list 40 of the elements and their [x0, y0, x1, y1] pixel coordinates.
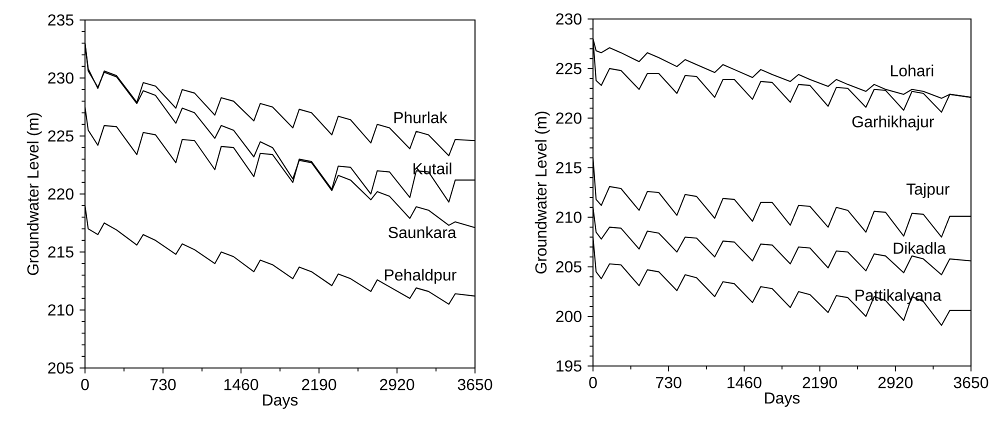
y-tick-label: 230 — [556, 13, 582, 25]
y-tick-label: 220 — [556, 112, 582, 124]
x-axis-title: Days — [263, 394, 298, 409]
series-label: Garhikhajur — [852, 116, 934, 131]
y-tick-label: 200 — [556, 310, 582, 322]
series-label: Kutail — [414, 162, 452, 174]
series-label: Pattikalyana — [856, 289, 942, 304]
series-label: Phurlak — [394, 112, 448, 124]
x-tick-label: 2190 — [302, 378, 336, 390]
x-tick-label: 1460 — [224, 378, 258, 390]
y-tick-label: 205 — [556, 261, 582, 272]
x-tick-label: 0 — [81, 378, 89, 390]
x-tick-label: 3650 — [954, 376, 988, 388]
y-tick-label: 225 — [556, 62, 582, 74]
series-label: Dikadla — [894, 242, 946, 254]
x-tick-label: 730 — [656, 376, 682, 388]
y-tick-label: 215 — [48, 246, 74, 258]
y-tick-label: 205 — [48, 362, 74, 374]
x-tick-label: 2920 — [878, 376, 913, 388]
x-tick-label: 2920 — [380, 378, 414, 390]
series-label: Lohari — [891, 64, 934, 76]
y-tick-label: 220 — [48, 188, 74, 200]
x-tick-label: 2190 — [802, 376, 837, 388]
x-tick-label: 1460 — [728, 376, 762, 388]
y-tick-label: 195 — [556, 360, 582, 372]
x-axis-title: Days — [765, 392, 800, 407]
series-label: Pehaldpur — [385, 268, 456, 284]
y-tick-label: 235 — [48, 14, 74, 26]
x-tick-label: 0 — [589, 376, 597, 388]
x-tick-label: 730 — [150, 378, 176, 390]
y-tick-label: 210 — [556, 212, 582, 223]
series-label: Saunkara — [388, 226, 456, 238]
x-tick-label: 3650 — [458, 378, 492, 390]
y-tick-label: 210 — [48, 304, 74, 316]
y-axis-title: Groundwater Level (m) — [26, 113, 42, 275]
y-tick-label: 230 — [48, 72, 74, 84]
series-label: Tajpur — [906, 183, 950, 198]
y-tick-label: 215 — [556, 162, 582, 174]
y-tick-label: 225 — [48, 130, 74, 142]
y-axis-title: Groundwater Level (m) — [534, 112, 550, 274]
